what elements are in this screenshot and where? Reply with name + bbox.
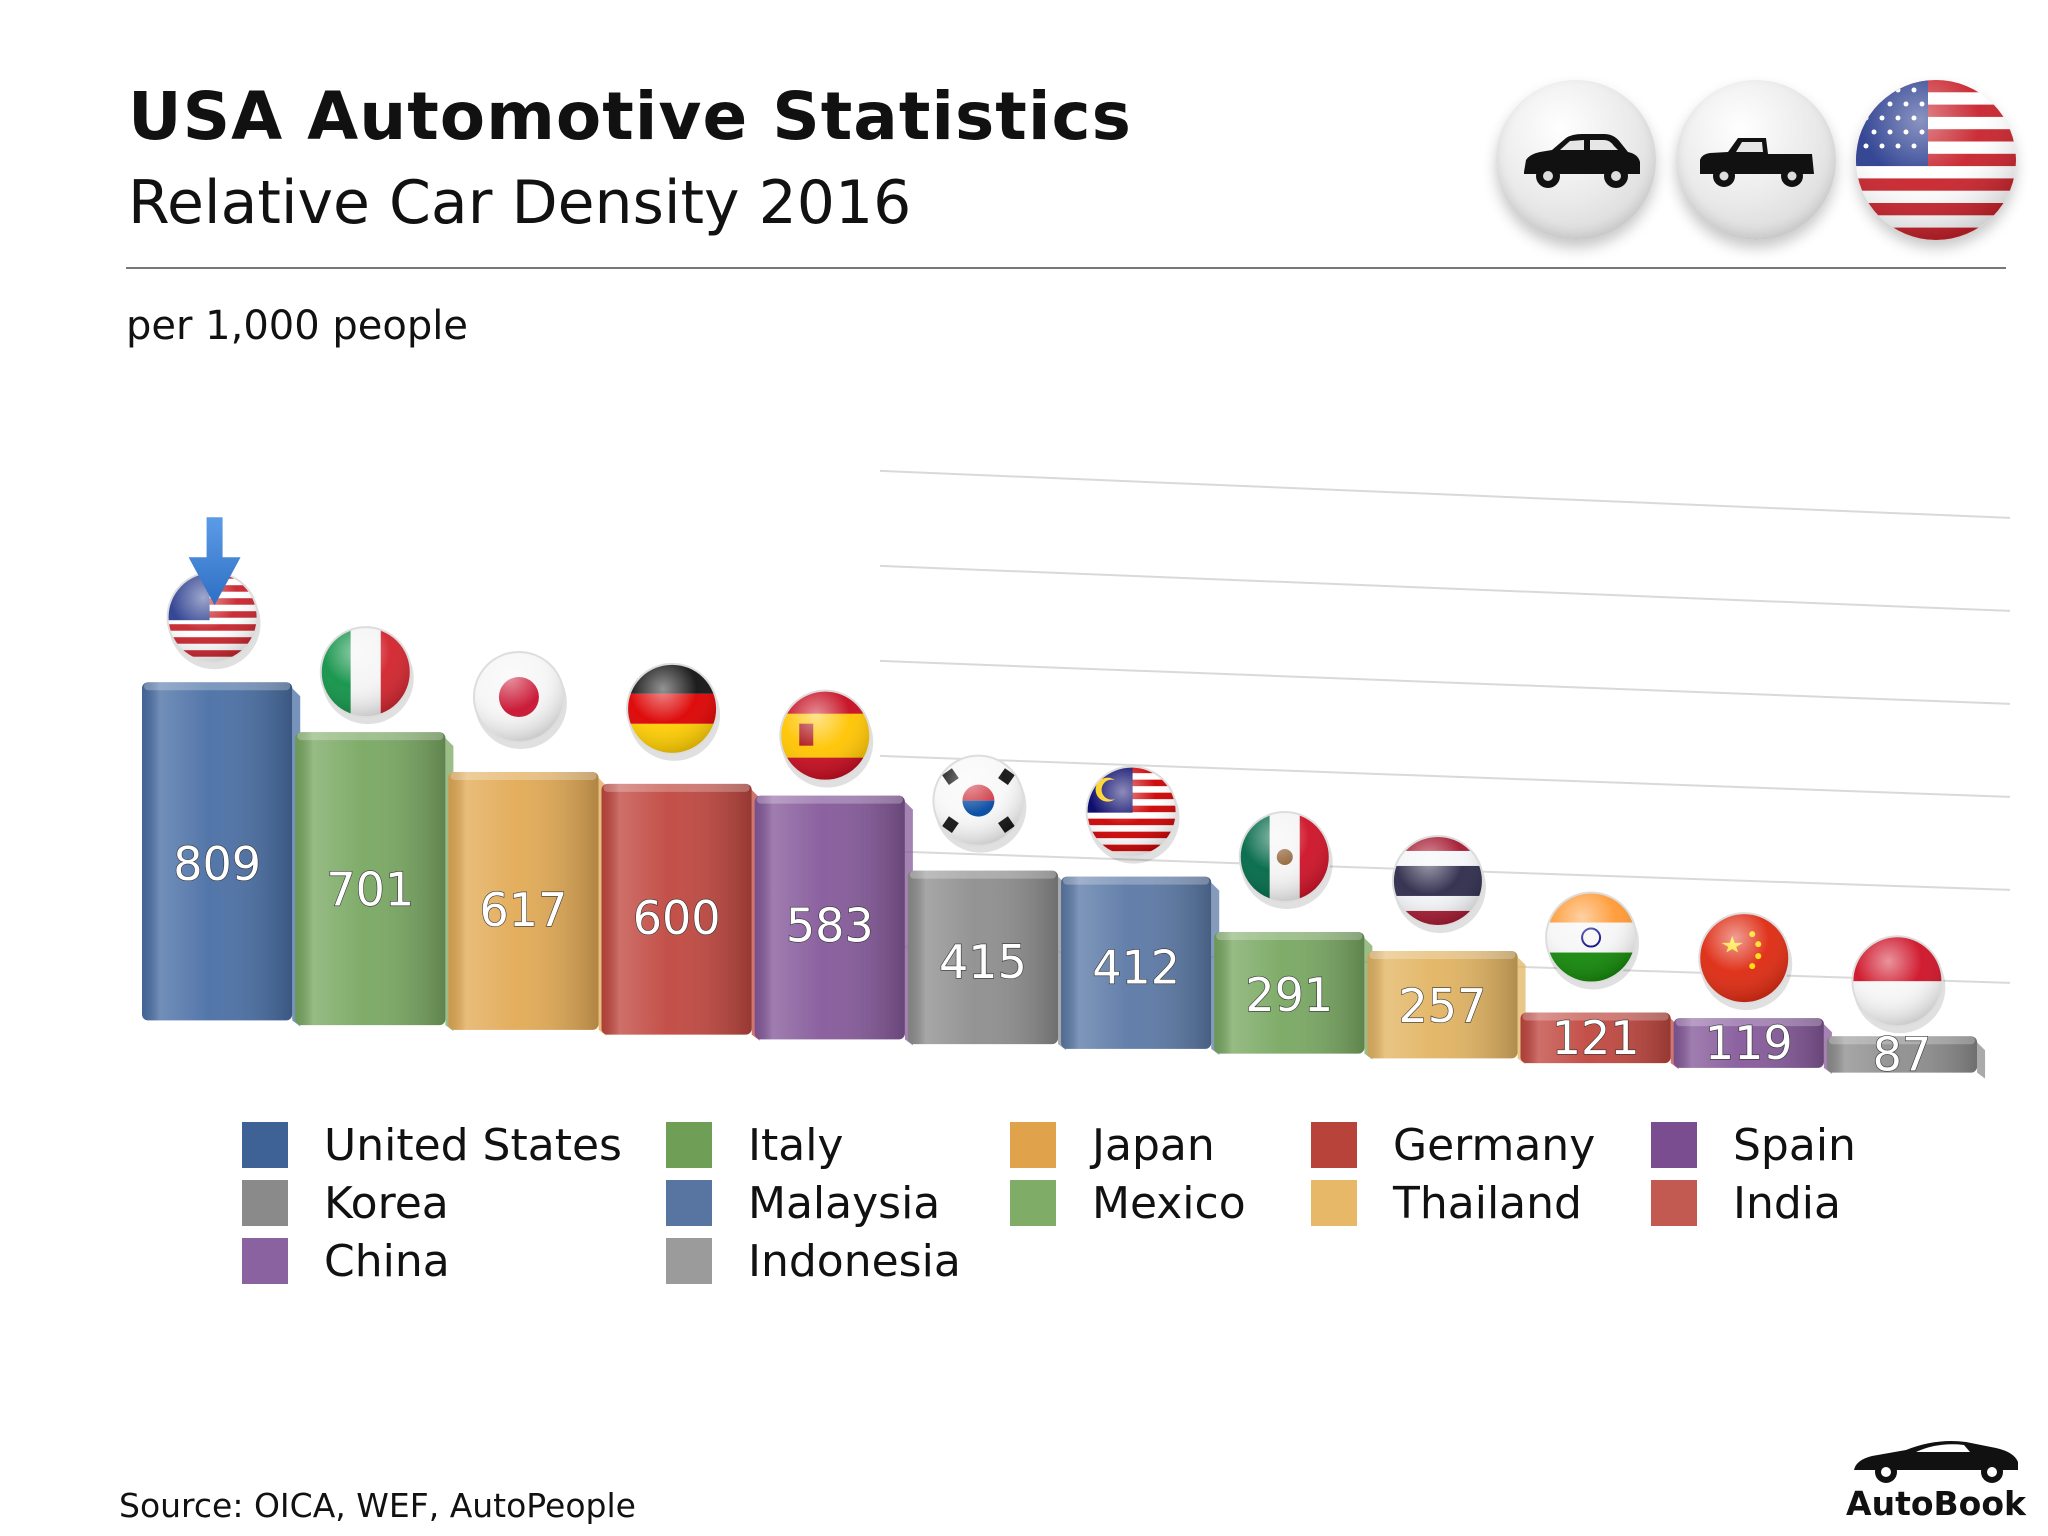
- legend-item: United States: [242, 1119, 622, 1171]
- chart-subtitle: Relative Car Density 2016: [128, 168, 912, 238]
- bar-mexico: 291: [1214, 931, 1373, 1060]
- legend-label: China: [324, 1235, 450, 1287]
- data-label: 600: [633, 891, 721, 945]
- legend-swatch: [242, 1238, 288, 1284]
- data-label: 121: [1552, 1011, 1640, 1065]
- data-label: 119: [1705, 1016, 1793, 1070]
- legend-swatch: [1311, 1122, 1357, 1168]
- flag-indonesia-icon: [1851, 935, 1946, 1034]
- legend-item: Mexico: [1010, 1177, 1246, 1229]
- legend-item: Japan: [1010, 1119, 1215, 1171]
- flag-china-icon: [1698, 912, 1793, 1011]
- legend-item: Malaysia: [666, 1177, 941, 1229]
- car-icon: [1496, 80, 1656, 240]
- bar-united-states: 809: [142, 682, 301, 1027]
- data-label: 701: [326, 862, 414, 916]
- flag-mexico-icon: [1238, 810, 1333, 909]
- legend-swatch: [1010, 1180, 1056, 1226]
- legend-label: India: [1733, 1177, 1841, 1229]
- bar-germany: 600: [601, 783, 760, 1041]
- flag-thailand-icon: [1391, 834, 1486, 933]
- pickup-truck-icon: [1676, 80, 1836, 240]
- legend-swatch: [666, 1122, 712, 1168]
- legend-label: Malaysia: [748, 1177, 941, 1229]
- flag-india-icon: [1545, 891, 1640, 990]
- legend-label: Thailand: [1393, 1177, 1582, 1229]
- gridline: [879, 469, 2011, 519]
- data-label: 257: [1399, 979, 1487, 1033]
- flag-japan-icon: [472, 650, 567, 749]
- legend-swatch: [666, 1238, 712, 1284]
- legend-item: China: [242, 1235, 450, 1287]
- bar-thailand: 257: [1367, 950, 1526, 1065]
- data-label: 415: [939, 935, 1027, 989]
- bar-indonesia: 87: [1826, 1027, 1986, 1082]
- legend-label: United States: [324, 1119, 622, 1171]
- bar-malaysia: 412: [1061, 876, 1220, 1055]
- legend-swatch: [1651, 1122, 1697, 1168]
- gridline: [879, 659, 2011, 705]
- legend-item: Spain: [1651, 1119, 1856, 1171]
- flag-korea-icon: [932, 754, 1027, 853]
- data-label: 412: [1092, 940, 1180, 994]
- bar-spain: 583: [754, 795, 913, 1046]
- source-note: Source: OICA, WEF, AutoPeople: [119, 1486, 636, 1525]
- flag-italy-icon: [319, 626, 414, 725]
- bar-korea: 415: [907, 870, 1067, 1051]
- legend-swatch: [1651, 1180, 1697, 1226]
- legend-swatch: [666, 1180, 712, 1226]
- y-axis-label: per 1,000 people: [126, 303, 468, 349]
- flag-germany-icon: [626, 662, 721, 761]
- data-label: 617: [480, 883, 568, 937]
- gridline: [879, 754, 2011, 798]
- legend-label: Spain: [1733, 1119, 1856, 1171]
- legend-swatch: [242, 1180, 288, 1226]
- data-label: 87: [1873, 1027, 1932, 1081]
- gridline: [879, 564, 2011, 612]
- legend-label: Korea: [324, 1177, 449, 1229]
- data-label: 583: [786, 899, 874, 953]
- flag-spain-icon: [779, 689, 874, 788]
- chart-legend: United States Italy Japan Germany Spain Korea…: [242, 1120, 1942, 1310]
- legend-item: India: [1651, 1177, 1841, 1229]
- brand-logo: AutoBook: [1846, 1430, 2026, 1526]
- legend-item: Germany: [1311, 1119, 1596, 1171]
- legend-swatch: [242, 1122, 288, 1168]
- legend-label: Japan: [1092, 1119, 1215, 1171]
- data-label: 291: [1245, 968, 1333, 1022]
- flag-malaysia-icon: [1085, 765, 1180, 864]
- header-divider: [126, 267, 2006, 269]
- bar-chart: 809 701 617 600 583 415 412 291 257 121 119 87: [142, 469, 2011, 1082]
- sports-car-icon: [1854, 1441, 2018, 1483]
- legend-label: Italy: [748, 1119, 844, 1171]
- data-label: 809: [173, 837, 261, 891]
- bar-india: 121: [1520, 1010, 1679, 1070]
- bar-japan: 617: [448, 771, 607, 1036]
- chart-title: USA Automotive Statistics: [128, 78, 1132, 155]
- legend-item: Indonesia: [666, 1235, 961, 1287]
- highlight-arrow-icon: [188, 517, 241, 606]
- legend-item: Thailand: [1311, 1177, 1582, 1229]
- legend-label: Mexico: [1092, 1177, 1246, 1229]
- brand-name: AutoBook: [1846, 1484, 2026, 1523]
- legend-item: Italy: [666, 1119, 844, 1171]
- legend-swatch: [1311, 1180, 1357, 1226]
- legend-swatch: [1010, 1122, 1056, 1168]
- legend-item: Korea: [242, 1177, 449, 1229]
- legend-label: Germany: [1393, 1119, 1596, 1171]
- bar-china: 119: [1673, 1015, 1832, 1074]
- legend-label: Indonesia: [748, 1235, 961, 1287]
- bar-italy: 701: [295, 732, 454, 1032]
